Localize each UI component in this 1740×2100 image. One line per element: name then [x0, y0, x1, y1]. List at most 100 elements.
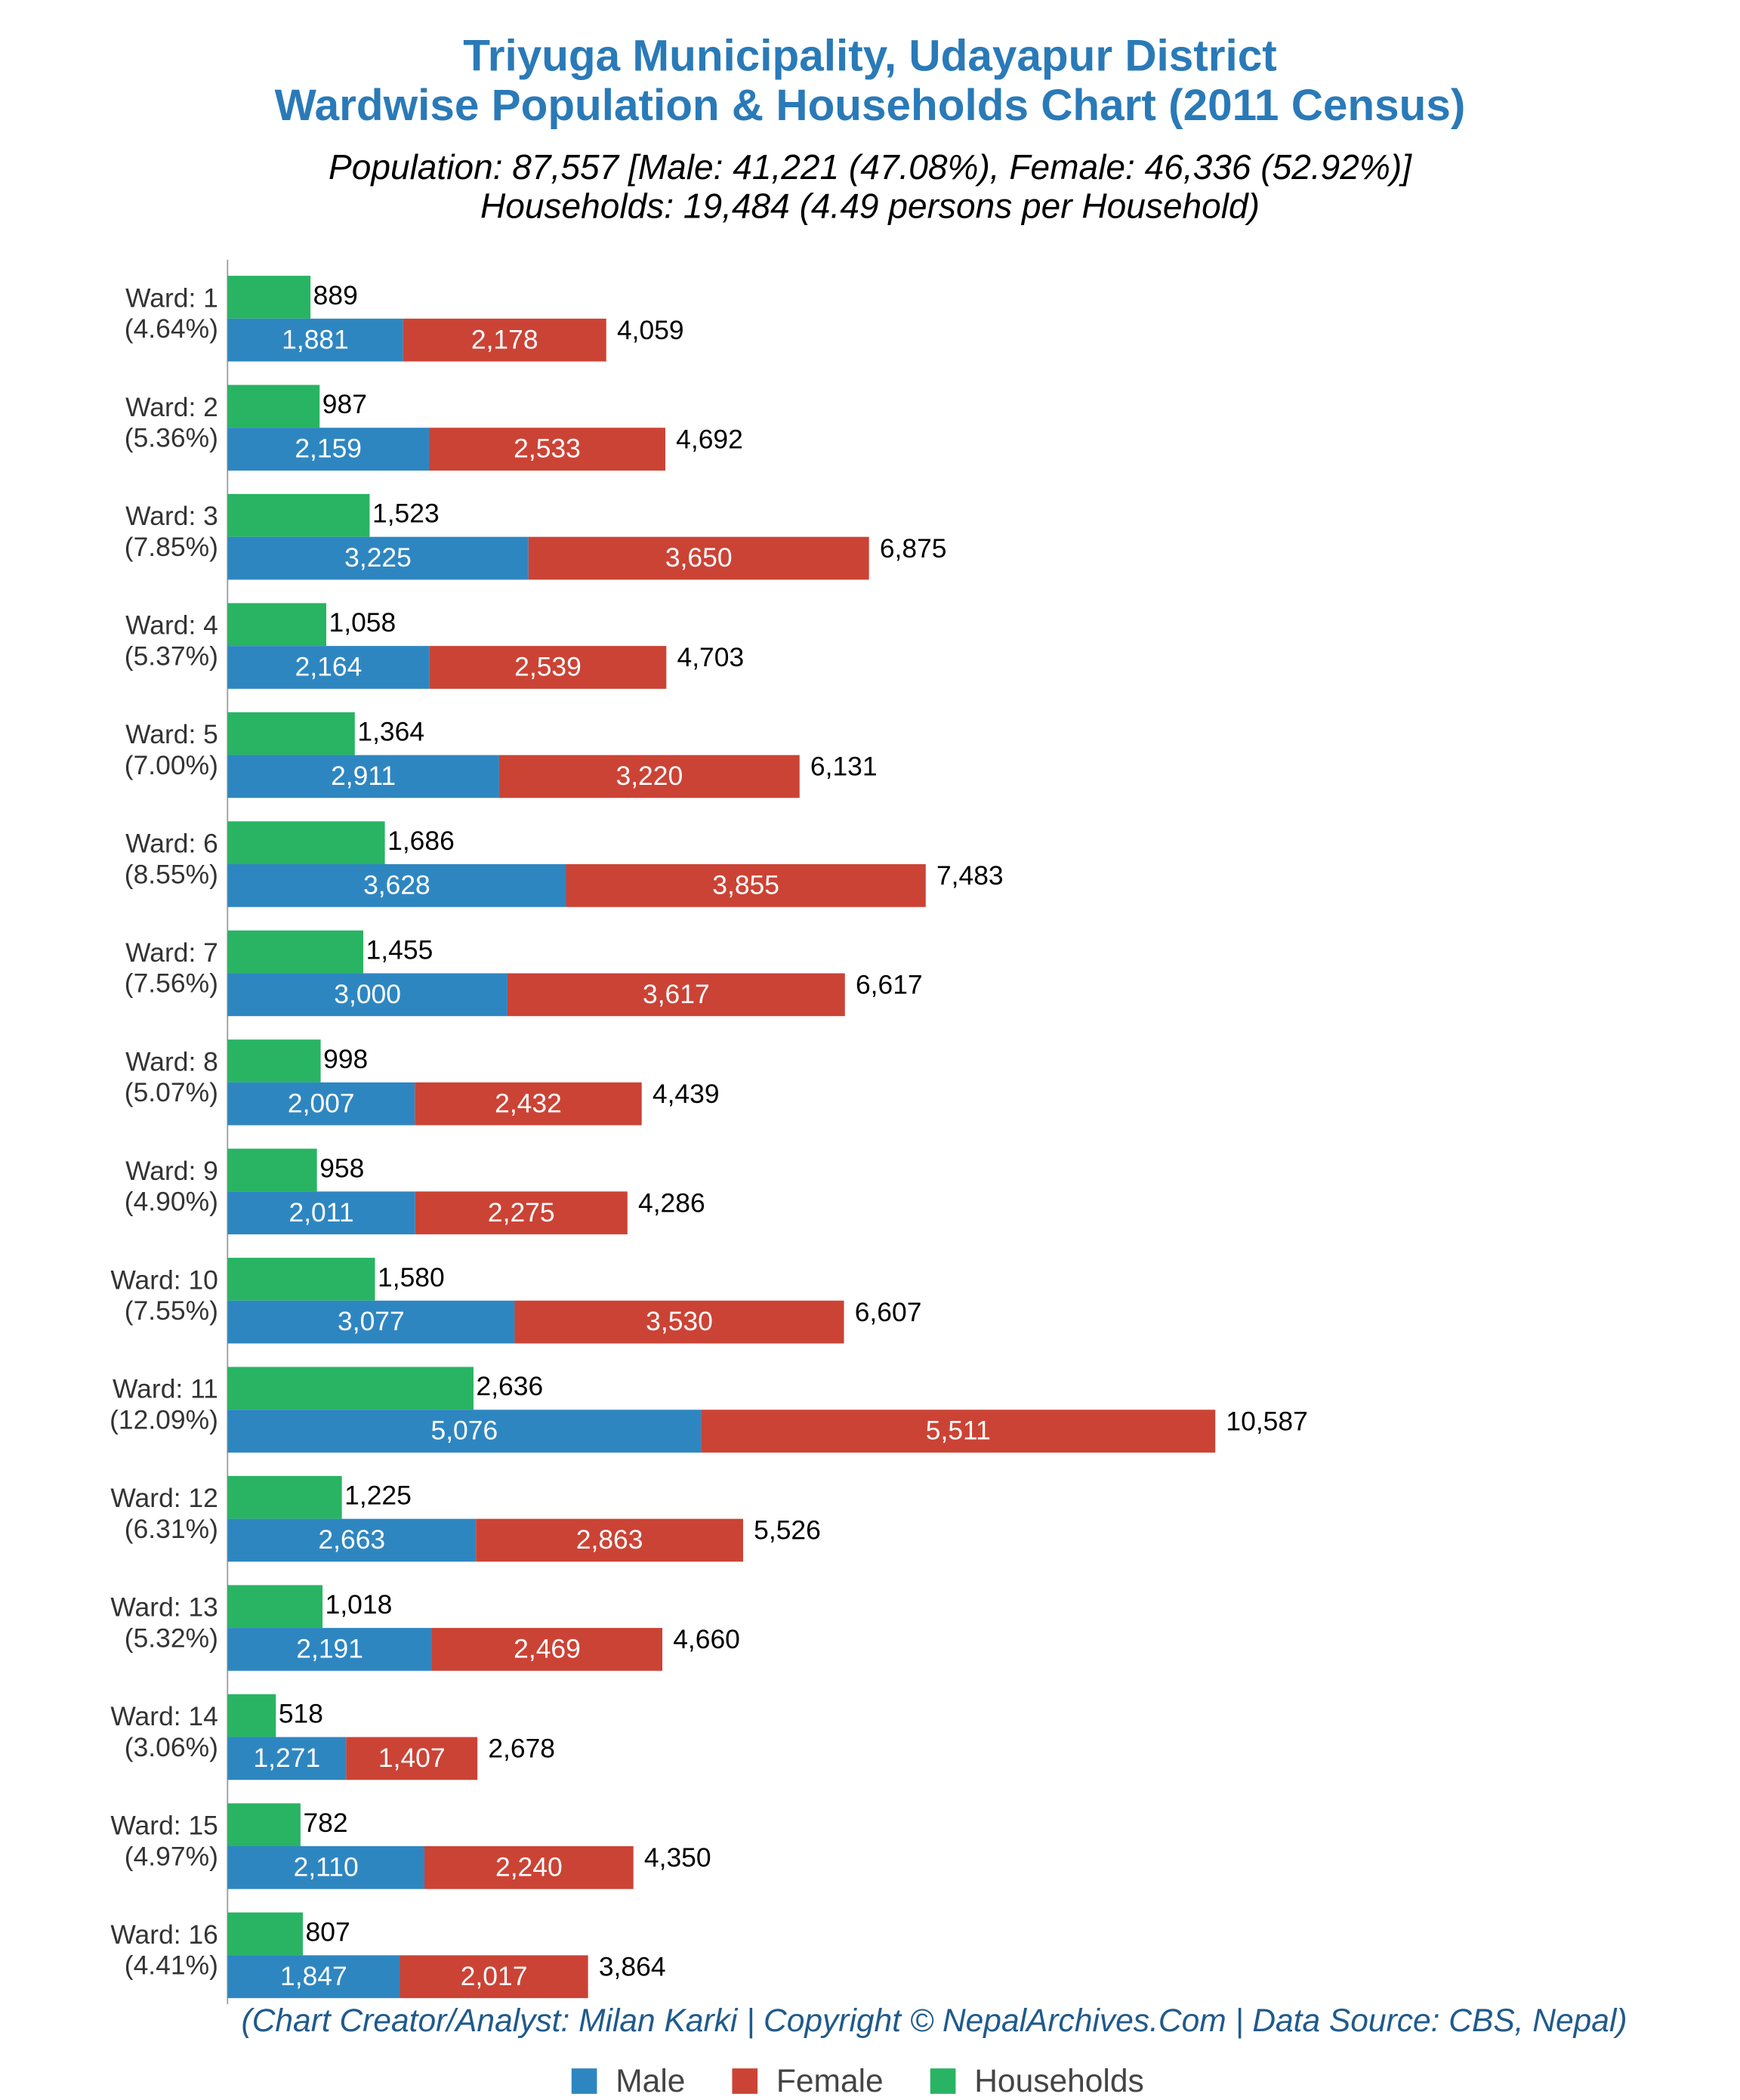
- y-tick-label: Ward: 1: [125, 283, 218, 313]
- legend-swatch: [930, 2068, 956, 2094]
- bar: [528, 536, 869, 580]
- data-label: 2,011: [288, 1197, 353, 1228]
- y-tick-label: Ward: 13: [110, 1592, 218, 1623]
- total-label: 4,660: [673, 1624, 740, 1654]
- bar: [424, 1845, 634, 1889]
- data-label: 1,225: [344, 1481, 412, 1511]
- data-label: 2,863: [576, 1524, 643, 1555]
- total-label: 4,703: [677, 642, 745, 672]
- data-label: 5,076: [431, 1416, 498, 1446]
- bar: [415, 1191, 628, 1235]
- y-tick-label: Ward: 15: [110, 1811, 218, 1841]
- y-tick-label: Ward: 16: [110, 1919, 218, 1950]
- total-label: 7,483: [936, 860, 1004, 891]
- data-label: 1,018: [325, 1589, 393, 1620]
- data-label: 2,159: [295, 434, 362, 464]
- data-label: 1,364: [357, 717, 424, 747]
- data-label: 3,855: [712, 869, 779, 900]
- bar: [227, 1912, 304, 1956]
- bar: [227, 1039, 321, 1082]
- total-label: 4,286: [638, 1187, 705, 1218]
- total-label: 6,607: [855, 1297, 922, 1327]
- y-tick-label: (7.56%): [125, 968, 218, 999]
- y-tick-label: (7.85%): [125, 532, 218, 562]
- bar: [476, 1518, 744, 1562]
- bar: [507, 973, 845, 1017]
- y-tick-label: Ward: 8: [125, 1046, 218, 1076]
- total-label: 4,059: [617, 315, 684, 345]
- bar: [400, 1955, 588, 1999]
- y-tick-label: Ward: 10: [110, 1265, 218, 1295]
- bar: [227, 1955, 400, 1999]
- total-label: 4,439: [652, 1079, 720, 1109]
- data-label: 782: [303, 1808, 347, 1838]
- bar: [429, 646, 667, 689]
- bar: [227, 712, 355, 755]
- data-label: 2,469: [514, 1634, 581, 1664]
- bar: [227, 864, 566, 907]
- data-label: 1,580: [378, 1262, 445, 1292]
- bar: [227, 755, 499, 798]
- bar: [227, 1300, 515, 1344]
- bar: [227, 318, 403, 362]
- data-label: 1,881: [282, 324, 349, 354]
- total-label: 6,617: [856, 970, 923, 1000]
- data-label: 2,539: [514, 652, 582, 682]
- legend-swatch: [732, 2068, 758, 2094]
- total-label: 6,131: [810, 752, 878, 782]
- y-tick-label: (12.09%): [110, 1405, 218, 1435]
- y-tick-label: Ward: 11: [113, 1374, 218, 1404]
- data-label: 3,617: [643, 979, 710, 1009]
- data-label: 2,663: [318, 1524, 385, 1555]
- bar: [227, 1367, 474, 1410]
- bar: [498, 755, 800, 798]
- bar: [227, 1845, 424, 1889]
- bar: [227, 428, 430, 471]
- y-tick-label: Ward: 14: [110, 1701, 218, 1731]
- bar: [227, 536, 529, 580]
- bar: [227, 1082, 415, 1126]
- y-tick-label: (3.06%): [125, 1732, 218, 1762]
- data-label: 2,017: [461, 1961, 528, 1991]
- bar: [227, 1148, 317, 1192]
- y-tick-label: (4.41%): [125, 1950, 218, 1981]
- data-label: 998: [323, 1044, 368, 1074]
- y-tick-label: (8.55%): [125, 859, 218, 889]
- legend-label: Male: [615, 2063, 685, 2099]
- bar: [227, 1628, 432, 1671]
- y-tick-label: Ward: 6: [125, 829, 218, 859]
- y-tick-label: (4.90%): [125, 1187, 218, 1217]
- data-label: 1,407: [378, 1743, 446, 1773]
- data-label: 1,686: [387, 826, 455, 856]
- bar: [227, 1475, 342, 1519]
- total-label: 5,526: [754, 1515, 821, 1546]
- y-tick-label: Ward: 4: [125, 610, 218, 641]
- data-label: 958: [319, 1153, 364, 1183]
- data-label: 3,225: [344, 542, 412, 573]
- y-tick-label: (4.64%): [125, 313, 218, 344]
- total-label: 3,864: [599, 1951, 666, 1981]
- bar: [227, 1694, 276, 1737]
- bar: [566, 864, 926, 907]
- data-label: 2,240: [495, 1851, 563, 1882]
- chart-subtitle: Population: 87,557 [Male: 41,221 (47.08%…: [329, 147, 1412, 187]
- data-label: 3,000: [334, 979, 401, 1009]
- bar: [227, 276, 311, 319]
- data-label: 2,164: [295, 652, 362, 682]
- data-label: 987: [322, 389, 367, 419]
- bar: [701, 1410, 1216, 1453]
- legend-swatch: [571, 2068, 597, 2094]
- bar: [403, 318, 606, 362]
- data-label: 3,650: [665, 542, 733, 573]
- y-tick-label: (7.55%): [125, 1296, 218, 1326]
- data-label: 1,523: [372, 499, 440, 529]
- data-label: 1,271: [253, 1743, 320, 1773]
- data-label: 2,178: [471, 324, 538, 354]
- data-label: 1,058: [329, 607, 396, 638]
- y-tick-label: (4.97%): [125, 1841, 218, 1871]
- y-tick-label: Ward: 3: [125, 501, 218, 531]
- footer-note: (Chart Creator/Analyst: Milan Karki | Co…: [242, 2003, 1627, 2039]
- y-tick-label: Ward: 7: [125, 937, 218, 968]
- y-tick-label: Ward: 9: [125, 1156, 218, 1186]
- legend-label: Households: [974, 2063, 1144, 2099]
